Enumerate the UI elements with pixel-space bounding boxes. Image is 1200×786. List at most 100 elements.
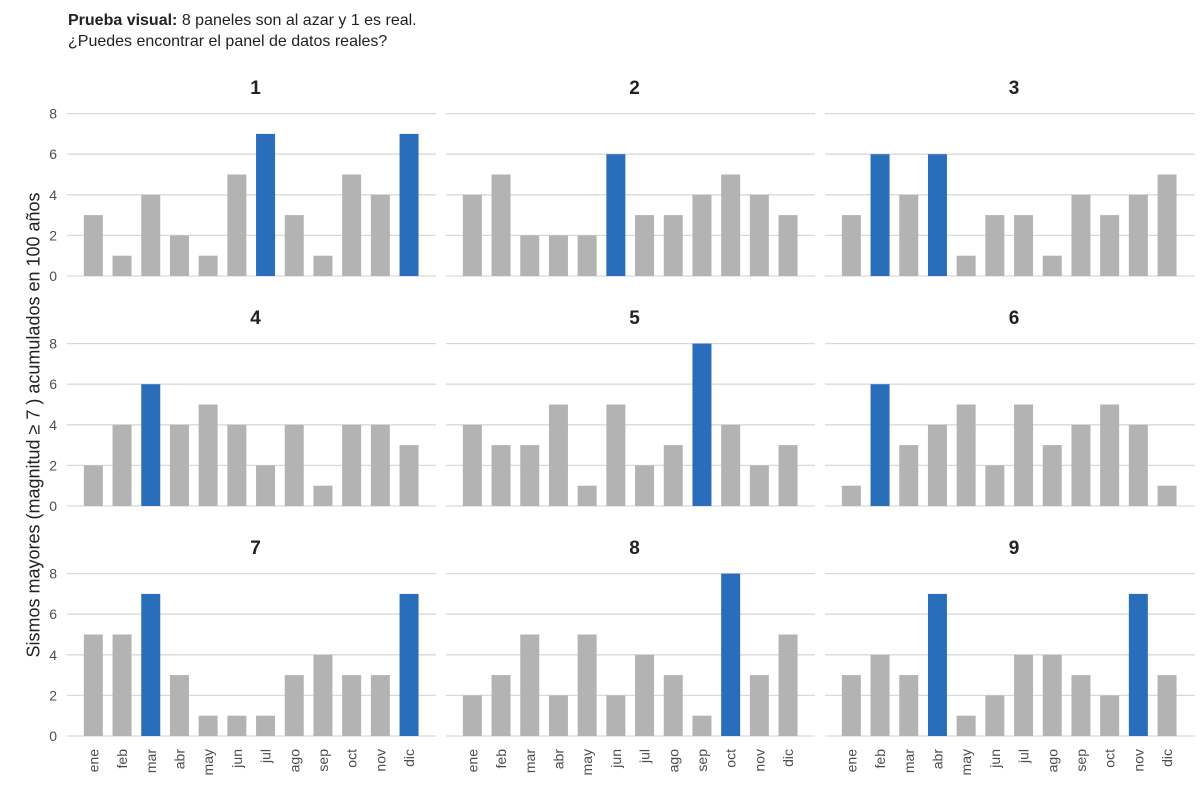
bar-oct xyxy=(342,174,362,276)
bar-abr xyxy=(548,695,568,736)
bar-sep xyxy=(692,343,712,506)
bar-dic xyxy=(1157,174,1177,276)
y-tick-label: 8 xyxy=(49,566,57,582)
bar-jul xyxy=(1014,215,1034,276)
y-tick-label: 4 xyxy=(49,187,57,203)
bar-may xyxy=(956,715,976,736)
bar-jun xyxy=(985,215,1005,276)
bar-sep xyxy=(313,255,333,276)
bar-ago xyxy=(284,424,304,506)
bar-sep xyxy=(313,485,333,506)
x-tick-label: nov xyxy=(372,749,388,772)
bar-sep xyxy=(1071,194,1091,276)
x-tick-label: jun xyxy=(229,749,245,769)
bar-oct xyxy=(342,675,362,736)
bar-jun xyxy=(227,715,247,736)
bar-jul xyxy=(1014,404,1034,506)
x-tick-label: jul xyxy=(637,749,653,764)
panel-title: 7 xyxy=(250,538,261,559)
bar-feb xyxy=(112,255,132,276)
y-tick-label: 6 xyxy=(49,606,57,622)
y-tick-label: 8 xyxy=(49,336,57,352)
chart-subtitle: ¿Puedes encontrar el panel de datos real… xyxy=(68,33,388,50)
bar-ene xyxy=(841,675,861,736)
x-tick-label: abr xyxy=(550,749,566,770)
chart-title-bold: Prueba visual: xyxy=(68,12,178,29)
bar-ago xyxy=(1042,654,1062,736)
x-tick-label: jul xyxy=(258,749,274,764)
bar-jul xyxy=(1014,654,1034,736)
x-tick-label: ago xyxy=(665,749,681,773)
bar-may xyxy=(956,255,976,276)
bar-jul xyxy=(635,465,655,506)
x-tick-label: jul xyxy=(1016,749,1032,764)
bar-sep xyxy=(692,715,712,736)
x-tick-label: ene xyxy=(843,749,859,773)
bar-ene xyxy=(462,695,482,736)
bar-jul xyxy=(256,715,276,736)
bar-dic xyxy=(778,445,798,506)
x-tick-label: jun xyxy=(987,749,1003,769)
bar-nov xyxy=(370,194,390,276)
bar-oct xyxy=(721,424,741,506)
bar-jun xyxy=(606,154,626,276)
bar-may xyxy=(198,404,218,506)
bar-feb xyxy=(870,154,890,276)
panel-9: 9 ene feb mar abr may jun jul ago sep oct nov dic xyxy=(825,538,1195,775)
x-tick-label: ago xyxy=(1044,749,1060,773)
bar-nov xyxy=(370,675,390,736)
bar-abr xyxy=(927,154,947,276)
bar-abr xyxy=(169,675,189,736)
y-tick-label: 0 xyxy=(49,498,57,514)
bar-ago xyxy=(663,675,683,736)
panel-title: 4 xyxy=(250,308,261,329)
x-tick-label: sep xyxy=(1073,749,1089,772)
panel-title: 3 xyxy=(1009,78,1020,99)
bar-ago xyxy=(663,215,683,276)
bar-oct xyxy=(721,573,741,736)
bar-nov xyxy=(1128,424,1148,506)
bar-oct xyxy=(342,424,362,506)
bar-dic xyxy=(1157,485,1177,506)
bar-ago xyxy=(663,445,683,506)
x-tick-label: may xyxy=(579,749,595,775)
bar-mar xyxy=(141,194,161,276)
x-tick-label: ene xyxy=(85,749,101,773)
bar-nov xyxy=(370,424,390,506)
panel-8: 8 ene feb mar abr may jun jul ago sep oct nov dic xyxy=(446,538,815,775)
x-tick-label: sep xyxy=(315,749,331,772)
bar-mar xyxy=(520,634,540,736)
bar-feb xyxy=(491,675,511,736)
bar-sep xyxy=(1071,424,1091,506)
bar-mar xyxy=(899,675,919,736)
bar-feb xyxy=(870,384,890,506)
bar-feb xyxy=(870,654,890,736)
x-tick-label: dic xyxy=(1159,749,1175,767)
x-tick-label: mar xyxy=(522,749,538,773)
x-tick-label: oct xyxy=(344,749,360,768)
bar-ene xyxy=(83,634,103,736)
x-tick-label: jun xyxy=(608,749,624,769)
panel-6: 6 xyxy=(825,308,1195,507)
bar-nov xyxy=(749,194,769,276)
bar-may xyxy=(577,485,597,506)
bar-feb xyxy=(491,445,511,506)
bar-ene xyxy=(462,424,482,506)
bar-dic xyxy=(399,133,419,276)
bar-abr xyxy=(927,593,947,736)
x-tick-label: may xyxy=(958,749,974,775)
y-tick-label: 4 xyxy=(49,647,57,663)
bar-mar xyxy=(520,445,540,506)
bar-feb xyxy=(112,424,132,506)
bar-ene xyxy=(83,465,103,506)
y-tick-label: 2 xyxy=(49,457,57,473)
panel-title: 9 xyxy=(1009,538,1020,559)
chart-title: Prueba visual: 8 paneles son al azar y 1… xyxy=(68,10,417,31)
bar-oct xyxy=(1100,404,1120,506)
x-tick-label: abr xyxy=(171,749,187,770)
y-tick-label: 0 xyxy=(49,268,57,284)
chart-header: Prueba visual: 8 paneles son al azar y 1… xyxy=(68,10,417,52)
bar-jun xyxy=(227,424,247,506)
bar-feb xyxy=(112,634,132,736)
